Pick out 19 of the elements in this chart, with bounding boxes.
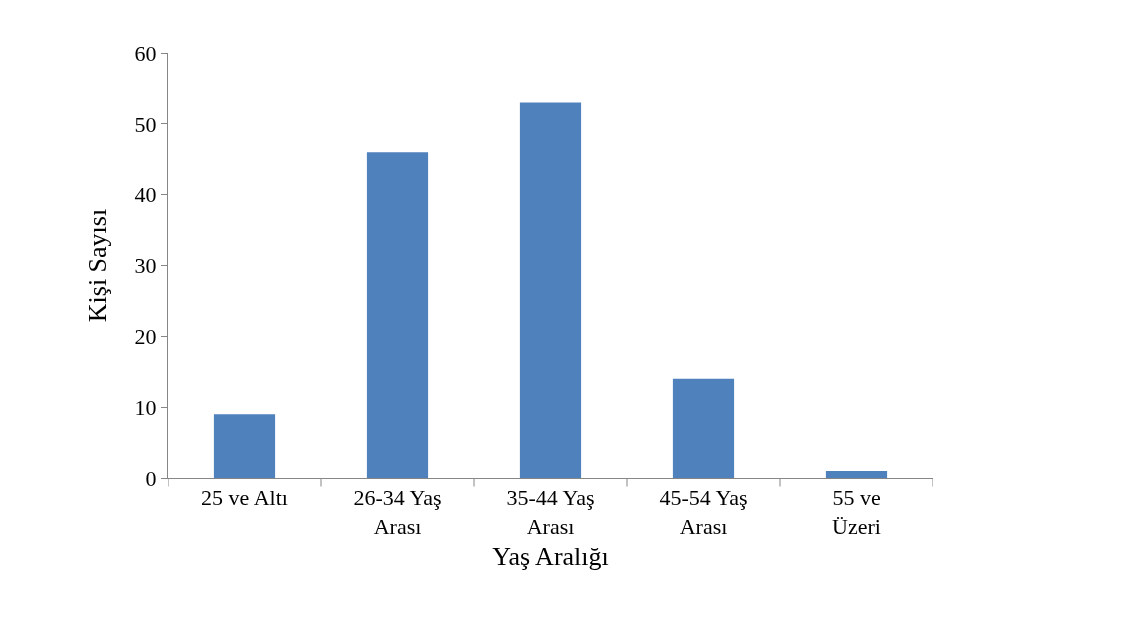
y-tick-label: 20	[134, 324, 157, 350]
x-tick-label: 26-34 Yaş Arası	[353, 485, 442, 539]
x-tick-label: 55 ve Üzeri	[832, 485, 881, 539]
y-tick-label: 50	[134, 111, 157, 137]
bar	[366, 152, 429, 478]
bar	[825, 470, 888, 478]
x-tick-label: 35-44 Yaş Arası	[506, 485, 595, 539]
y-tick-label: 10	[134, 394, 157, 420]
x-tick-label: 45-54 Yaş Arası	[659, 485, 748, 539]
bar	[213, 414, 276, 478]
y-tick-label: 0	[145, 465, 157, 491]
bar	[519, 102, 582, 478]
y-tick-label: 40	[134, 182, 157, 208]
bar	[672, 378, 735, 478]
y-tick-label: 60	[134, 40, 157, 66]
x-axis-title: Yaş Aralığı	[492, 541, 609, 571]
x-tick-label: 25 ve Altı	[201, 485, 288, 511]
y-tick-label: 30	[134, 253, 157, 279]
y-axis-title: Kişi Sayısı	[83, 208, 112, 323]
